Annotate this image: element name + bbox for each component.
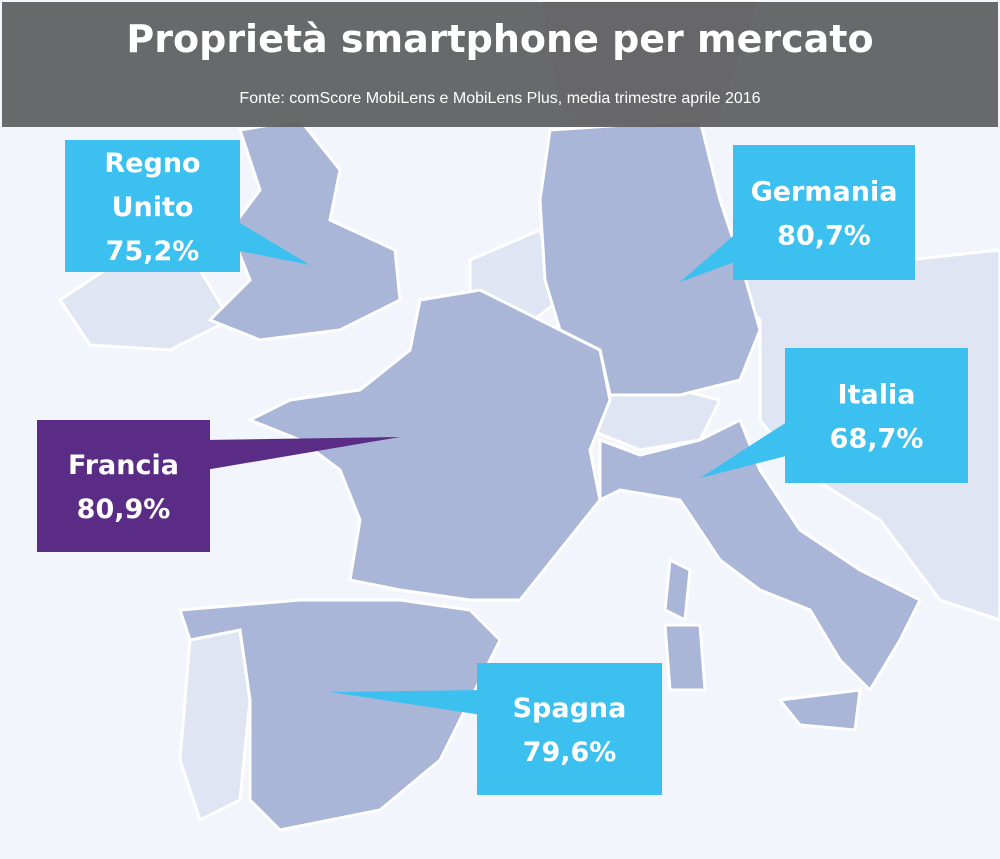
callout-pointer <box>330 690 482 715</box>
sicily <box>777 688 862 732</box>
callout-label: Regno <box>104 148 200 179</box>
callout-label: Germania <box>751 177 898 208</box>
callout-label: Francia <box>68 450 179 481</box>
callouts: Regno Unito 75,2% Germania 80,7% Francia 80,9%… <box>37 140 968 795</box>
callout-value: 80,7% <box>777 221 871 252</box>
header: Proprietà smartphone per mercato Fonte: … <box>2 2 998 127</box>
callout-label: Unito <box>112 192 194 223</box>
italy <box>598 417 923 693</box>
callout: Francia 80,9% <box>37 420 400 552</box>
germany <box>538 118 762 397</box>
callout-value: 79,6% <box>523 737 617 768</box>
subtitle: Fonte: comScore MobiLens e MobiLens Plus… <box>239 90 760 107</box>
callout-box <box>477 663 662 795</box>
sardinia <box>663 623 707 692</box>
callout: Spagna 79,6% <box>330 663 662 795</box>
title: Proprietà smartphone per mercato <box>126 17 873 61</box>
callout: Regno Unito 75,2% <box>65 140 310 272</box>
callout-pointer <box>700 420 790 478</box>
callout-pointer <box>205 437 400 470</box>
callout: Italia 68,7% <box>700 348 968 483</box>
callout-label: Italia <box>838 380 916 411</box>
callout-box <box>733 145 915 280</box>
portugal <box>178 628 252 823</box>
callout-box <box>65 140 240 272</box>
spain <box>177 598 502 832</box>
header-band <box>2 2 998 127</box>
callout-pointer <box>235 220 310 265</box>
callout-label: Spagna <box>513 693 627 724</box>
callout-box <box>785 348 968 483</box>
callout-value: 80,9% <box>77 494 171 525</box>
corsica <box>663 557 692 623</box>
callout-box <box>37 420 210 552</box>
france <box>246 288 612 602</box>
callout-pointer <box>680 230 740 282</box>
callout-value: 75,2% <box>106 236 200 267</box>
callout-value: 68,7% <box>830 424 924 455</box>
callout: Germania 80,7% <box>680 145 915 282</box>
